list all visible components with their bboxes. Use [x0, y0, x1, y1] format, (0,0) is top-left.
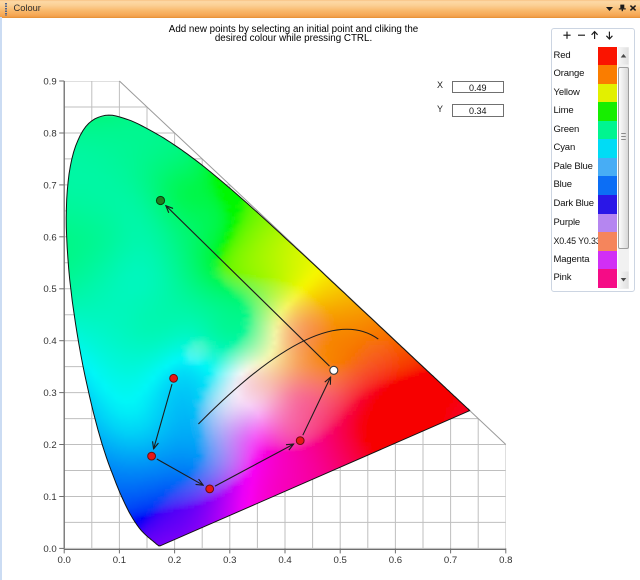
- svg-text:0.6: 0.6: [43, 232, 56, 243]
- svg-text:0.9: 0.9: [43, 77, 56, 88]
- svg-text:0.0: 0.0: [43, 544, 56, 555]
- svg-text:0.7: 0.7: [43, 180, 56, 191]
- svg-text:0.5: 0.5: [334, 555, 347, 566]
- svg-text:0.5: 0.5: [43, 284, 56, 295]
- svg-text:0.7: 0.7: [444, 555, 457, 566]
- svg-text:0.4: 0.4: [43, 336, 57, 347]
- svg-text:0.1: 0.1: [43, 492, 56, 503]
- svg-text:0.8: 0.8: [499, 555, 512, 566]
- svg-text:0.2: 0.2: [168, 555, 181, 566]
- svg-text:0.4: 0.4: [278, 555, 292, 566]
- svg-text:0.6: 0.6: [389, 555, 402, 566]
- svg-text:0.0: 0.0: [58, 555, 71, 566]
- svg-text:0.8: 0.8: [43, 129, 56, 140]
- svg-text:0.3: 0.3: [43, 388, 56, 399]
- svg-text:0.2: 0.2: [43, 440, 56, 451]
- svg-text:0.1: 0.1: [113, 555, 126, 566]
- svg-text:0.3: 0.3: [223, 555, 236, 566]
